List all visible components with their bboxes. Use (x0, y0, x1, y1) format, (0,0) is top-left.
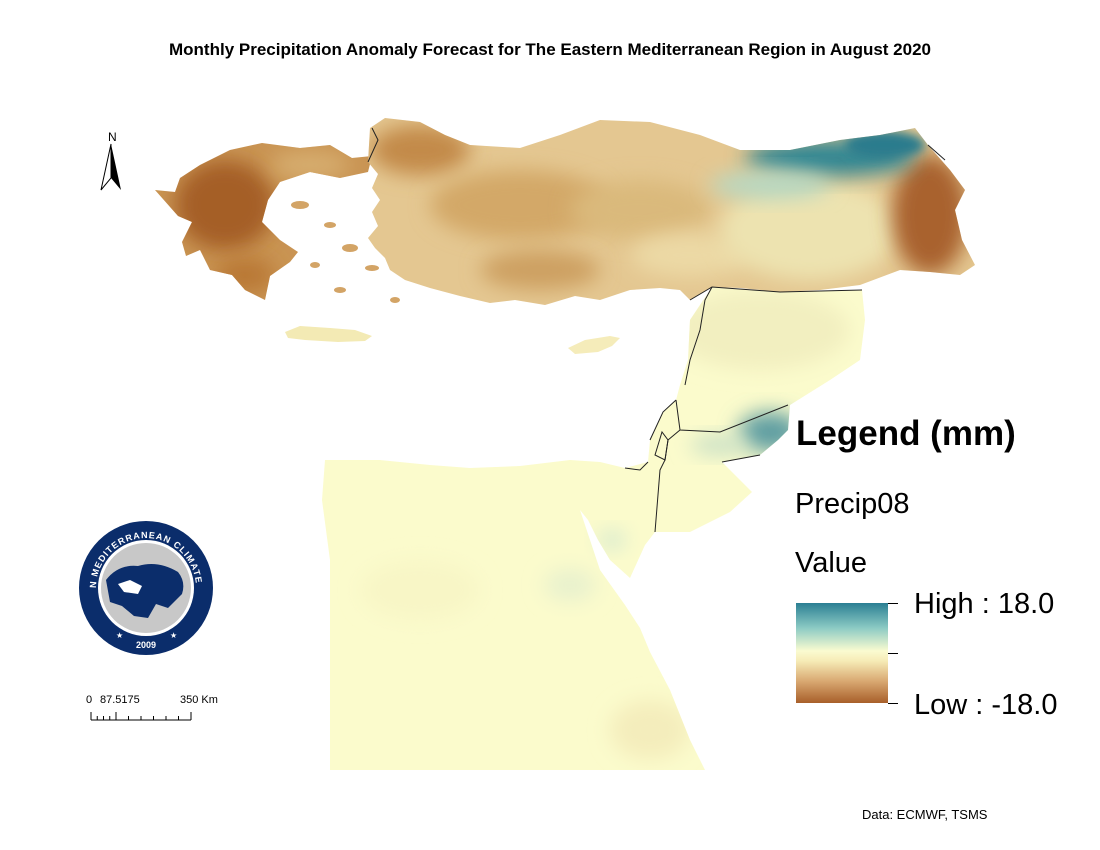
greece-region (155, 143, 372, 300)
legend-tick-mid (888, 653, 898, 654)
legend-color-ramp (796, 603, 888, 703)
legend-low-label: Low : -18.0 (914, 689, 1058, 721)
north-arrow-letter: N (108, 130, 117, 144)
legend-tick-high (888, 603, 898, 604)
north-arrow-icon (100, 143, 121, 191)
star-icon: ★ (116, 631, 123, 640)
country-borders (367, 127, 946, 533)
legend-high-label: High : 18.0 (914, 588, 1055, 620)
scale-label-mid: 87.5175 (100, 694, 140, 706)
star-icon: ★ (170, 631, 177, 640)
scale-label-end: 350 Km (180, 694, 218, 706)
legend-title: Legend (mm) (796, 414, 1016, 453)
emcc-logo: EASTERN MEDITERRANEAN CLIMATE CENTRE 200… (78, 520, 213, 655)
legend-tick-low (888, 703, 898, 704)
scale-bar-ruler (90, 712, 192, 721)
levant-egypt-region (322, 287, 865, 770)
map-title: Monthly Precipitation Anomaly Forecast f… (169, 40, 931, 59)
aegean-islands (291, 201, 400, 303)
legend-layer-name: Precip08 (795, 488, 910, 520)
crete-island (285, 326, 372, 342)
scale-bar: 0 87.5175 350 Km (86, 694, 246, 728)
logo-year: 2009 (136, 640, 156, 650)
data-credit: Data: ECMWF, TSMS (862, 807, 988, 822)
scale-label-zero: 0 (86, 694, 93, 706)
cyprus-island (568, 336, 620, 354)
turkey-region (368, 118, 975, 305)
legend-value-label: Value (795, 547, 868, 579)
